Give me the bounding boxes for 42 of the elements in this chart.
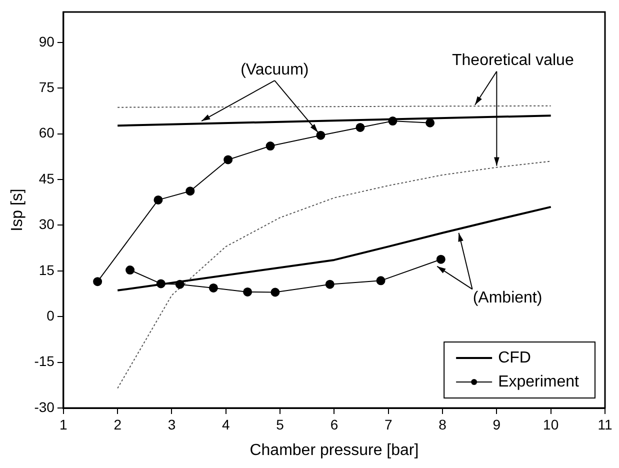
legend-label: CFD [498, 349, 531, 366]
point [243, 287, 252, 296]
y-tick-label: 75 [38, 79, 55, 96]
x-tick-label: 9 [492, 416, 501, 432]
y-tick-label: -15 [34, 353, 55, 370]
point [126, 266, 135, 275]
annotation: (Vacuum) [240, 61, 309, 78]
x-tick-label: 4 [222, 416, 230, 432]
x-tick-label: 7 [384, 416, 392, 432]
y-tick-label: 90 [38, 33, 55, 50]
legend-label: Experiment [498, 373, 580, 390]
x-tick-label: 11 [598, 416, 612, 432]
point [224, 155, 233, 164]
point [316, 130, 326, 140]
annotation: (Ambient) [472, 290, 542, 307]
x-tick-label: 8 [438, 416, 447, 432]
y-tick-label: 15 [38, 262, 55, 278]
x-axis-title: Chamber pressure [bar] [250, 442, 419, 459]
y-tick-label: 0 [46, 307, 55, 324]
point [208, 283, 218, 292]
point [376, 276, 386, 286]
annotation: Theoretical value [452, 52, 574, 70]
x-tick-label: 5 [276, 416, 284, 432]
y-axis-title: Isp [s] [9, 188, 26, 232]
y-tick-label: -30 [34, 398, 55, 415]
x-tick-label: 2 [114, 416, 122, 432]
x-tick-label: 10 [543, 416, 559, 432]
x-tick-label: 1 [60, 416, 68, 432]
x-tick-label: 6 [330, 416, 338, 432]
point [436, 254, 446, 264]
point [266, 142, 275, 151]
y-tick-label: 45 [38, 170, 55, 186]
x-tick-label: 3 [168, 416, 176, 432]
point [154, 195, 163, 204]
point [186, 186, 195, 196]
point [426, 118, 435, 128]
point [270, 288, 280, 297]
y-tick-label: 30 [38, 216, 55, 232]
point [325, 280, 334, 289]
point [93, 277, 102, 286]
y-tick-label: 60 [38, 124, 55, 141]
point [356, 122, 365, 132]
